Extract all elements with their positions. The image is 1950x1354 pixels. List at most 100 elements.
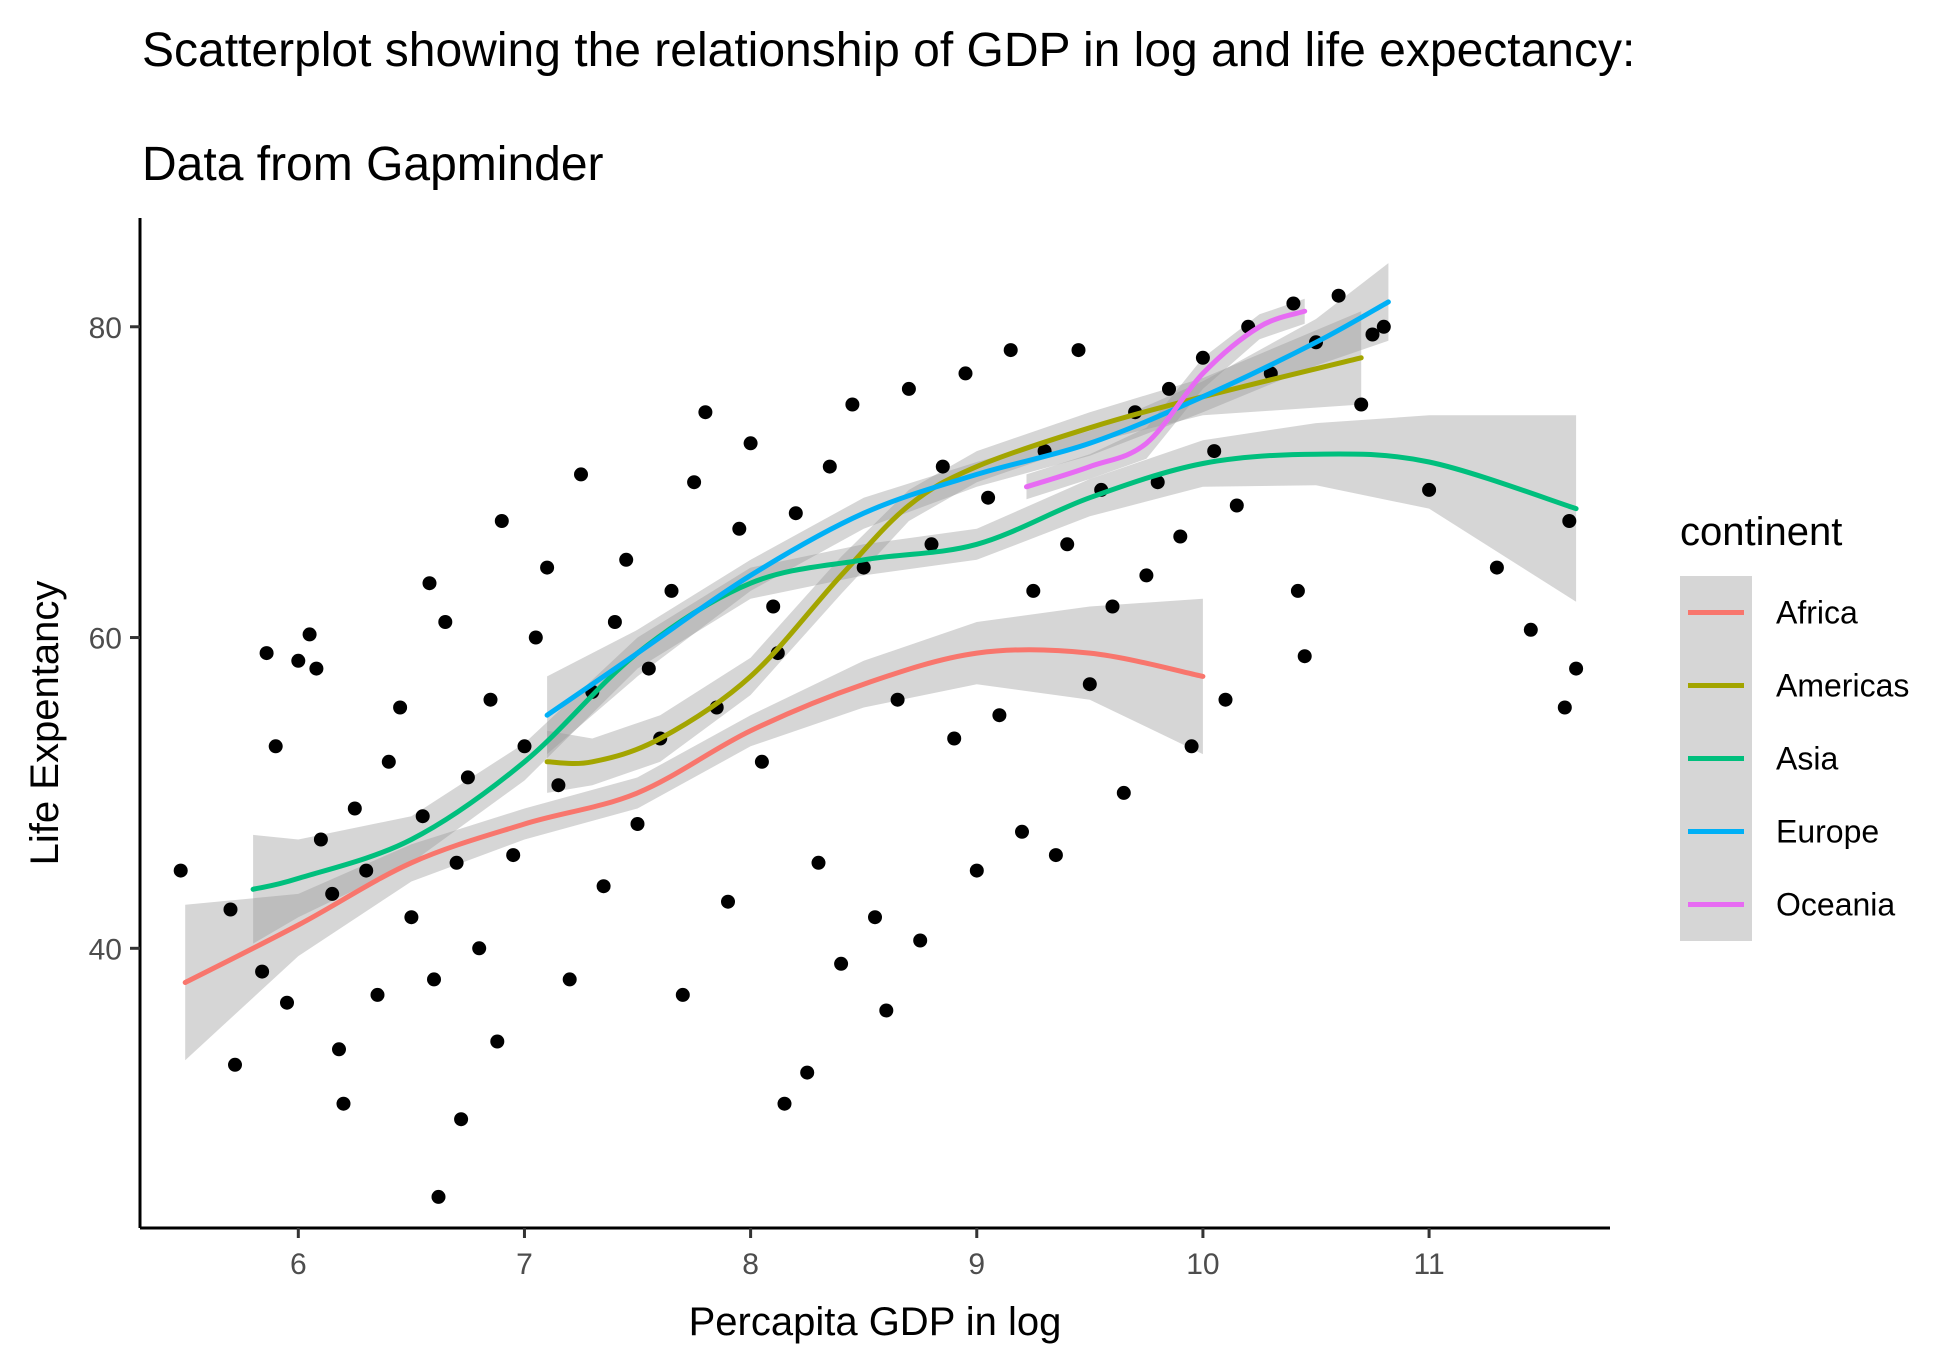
data-point-101 — [1290, 583, 1305, 598]
data-point-74 — [969, 863, 984, 878]
data-point-111 — [1557, 700, 1572, 715]
band-oceania — [1026, 298, 1305, 500]
data-point-34 — [528, 630, 543, 645]
data-point-57 — [777, 1096, 792, 1111]
data-point-31 — [494, 514, 509, 528]
data-point-40 — [596, 879, 611, 894]
data-point-63 — [845, 397, 860, 412]
data-point-96 — [1218, 692, 1233, 707]
data-point-61 — [822, 459, 837, 474]
confidence-bands — [185, 263, 1577, 1061]
legend-label-africa: Africa — [1776, 595, 1858, 631]
data-point-67 — [890, 692, 905, 707]
data-point-92 — [1173, 529, 1188, 544]
data-point-52 — [732, 521, 747, 536]
data-point-43 — [630, 817, 645, 831]
data-points — [173, 288, 1584, 1204]
data-point-113 — [1562, 514, 1577, 528]
data-point-10 — [313, 832, 328, 847]
data-point-69 — [913, 933, 928, 948]
smooth-lines — [182, 299, 1579, 985]
data-point-72 — [947, 731, 962, 746]
data-point-44 — [641, 661, 656, 676]
data-point-84 — [1082, 677, 1097, 692]
data-point-97 — [1229, 498, 1244, 513]
data-point-33 — [517, 739, 532, 754]
data-point-42 — [619, 552, 634, 567]
data-point-79 — [1026, 583, 1041, 598]
data-point-3 — [255, 964, 270, 979]
data-point-59 — [800, 1065, 815, 1080]
data-point-91 — [1162, 381, 1176, 396]
data-point-64 — [856, 560, 871, 575]
data-point-36 — [551, 778, 566, 793]
data-point-1 — [223, 902, 238, 917]
data-point-14 — [347, 801, 362, 816]
data-point-75 — [981, 490, 996, 505]
data-point-100 — [1286, 296, 1301, 311]
data-point-106 — [1365, 327, 1380, 342]
data-point-37 — [562, 972, 577, 987]
x-tick-label-11: 11 — [1413, 1248, 1444, 1281]
data-point-87 — [1116, 785, 1131, 800]
data-point-16 — [370, 987, 385, 1002]
data-point-94 — [1195, 350, 1210, 365]
data-point-68 — [901, 381, 916, 396]
data-point-30 — [490, 1034, 505, 1049]
data-point-46 — [664, 583, 679, 598]
data-point-7 — [291, 653, 306, 668]
y-axis-title: Life Expentancy — [23, 581, 67, 866]
data-point-53 — [743, 436, 758, 451]
series-line-oceania — [1024, 308, 1308, 490]
data-point-104 — [1331, 288, 1346, 303]
data-point-95 — [1207, 444, 1222, 459]
band-africa — [185, 598, 1203, 1061]
data-point-17 — [381, 754, 396, 769]
data-point-48 — [687, 475, 702, 490]
data-point-8 — [302, 627, 317, 642]
y-axis-ticks: 40 60 80 — [89, 312, 140, 966]
data-point-58 — [788, 506, 803, 521]
data-point-11 — [325, 886, 340, 901]
chart-title: Scatterplot showing the relationship of … — [142, 24, 1635, 77]
legend: Africa Americas Asia Europe Oceania — [1680, 576, 1909, 941]
series-line-asia — [250, 451, 1579, 892]
data-point-76 — [992, 708, 1007, 723]
data-point-65 — [868, 910, 882, 925]
data-point-110 — [1523, 622, 1538, 637]
data-point-71 — [935, 459, 950, 474]
data-point-90 — [1150, 475, 1165, 490]
data-point-4 — [259, 646, 274, 661]
data-point-86 — [1105, 599, 1120, 614]
legend-label-oceania: Oceania — [1776, 887, 1895, 923]
data-point-26 — [454, 1112, 469, 1127]
x-tick-label-9: 9 — [968, 1248, 985, 1281]
data-point-62 — [834, 956, 849, 971]
y-tick-label-40: 40 — [89, 933, 122, 966]
data-point-55 — [766, 599, 781, 614]
series-line-americas — [544, 355, 1364, 767]
data-point-9 — [309, 661, 324, 676]
data-point-105 — [1354, 397, 1369, 412]
data-point-28 — [472, 941, 487, 956]
data-point-54 — [754, 754, 769, 769]
legend-title: continent — [1680, 510, 1842, 554]
data-point-38 — [574, 467, 588, 482]
legend-label-asia: Asia — [1776, 741, 1838, 777]
data-point-112 — [1569, 661, 1584, 676]
y-tick-label-80: 80 — [89, 312, 122, 345]
data-point-81 — [1048, 848, 1063, 863]
data-point-21 — [422, 576, 437, 591]
data-point-83 — [1071, 343, 1086, 358]
series-line-europe — [544, 299, 1391, 718]
data-point-24 — [438, 615, 453, 629]
data-point-41 — [607, 615, 622, 629]
data-point-93 — [1184, 739, 1199, 754]
chart-subtitle: Data from Gapminder — [142, 138, 604, 191]
data-point-2 — [228, 1057, 242, 1072]
y-tick-label-60: 60 — [89, 623, 122, 656]
data-point-66 — [879, 1003, 894, 1018]
data-point-23 — [431, 1189, 446, 1204]
